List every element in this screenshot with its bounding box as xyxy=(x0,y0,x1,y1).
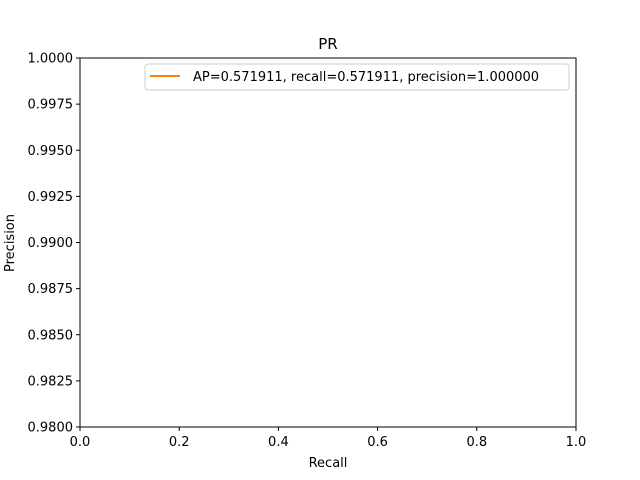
y-tick-label: 0.9950 xyxy=(28,144,74,159)
y-tick-label: 0.9975 xyxy=(28,98,74,113)
y-tick-label: 1.0000 xyxy=(28,52,74,67)
x-tick-label: 0.0 xyxy=(70,435,91,450)
x-axis-ticks: 0.0 0.2 0.4 0.6 0.8 1.0 xyxy=(70,427,587,450)
x-tick-label: 0.6 xyxy=(367,435,388,450)
plot-frame xyxy=(79,57,577,428)
y-axis-label: Precision xyxy=(3,214,18,272)
legend-box xyxy=(144,63,570,91)
y-tick-label: 0.9825 xyxy=(28,374,74,389)
legend: AP=0.571911, recall=0.571911, precision=… xyxy=(144,63,570,91)
x-axis-label: Recall xyxy=(309,456,348,471)
x-tick-label: 0.4 xyxy=(268,435,289,450)
y-tick-label: 0.9875 xyxy=(28,282,74,297)
x-tick-label: 1.0 xyxy=(566,435,587,450)
plot-area xyxy=(79,57,577,428)
x-tick-label: 0.2 xyxy=(169,435,190,450)
chart-title: PR xyxy=(318,35,337,53)
legend-label-series-1: AP=0.571911, recall=0.571911, precision=… xyxy=(193,70,539,85)
y-tick-label: 0.9900 xyxy=(28,236,74,251)
x-tick-label: 0.8 xyxy=(466,435,487,450)
y-tick-label: 0.9925 xyxy=(28,190,74,205)
y-axis-ticks: 0.9800 0.9825 0.9850 0.9875 0.9900 0.9925 0.99… xyxy=(28,52,80,436)
y-tick-label: 0.9800 xyxy=(28,421,74,436)
y-tick-label: 0.9850 xyxy=(28,328,74,343)
